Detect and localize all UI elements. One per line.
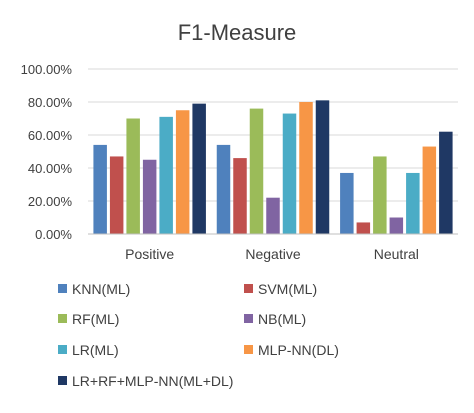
- bar: [142, 159, 157, 234]
- y-tick-label: 60.00%: [28, 128, 73, 143]
- category-label: Negative: [245, 246, 300, 262]
- legend-swatch: [58, 314, 67, 323]
- bar: [422, 146, 437, 234]
- bar: [282, 113, 297, 234]
- y-tick-label: 0.00%: [35, 227, 72, 242]
- bar: [109, 156, 124, 234]
- legend-swatch: [244, 284, 253, 293]
- category-label: Neutral: [374, 246, 419, 262]
- bar: [233, 158, 247, 234]
- legend-swatch: [58, 345, 67, 354]
- bar: [266, 197, 280, 234]
- bar: [340, 172, 354, 234]
- bar: [389, 217, 404, 234]
- category-labels: Positive Negative Neutral: [125, 246, 419, 262]
- bar: [175, 110, 190, 234]
- bar: [373, 156, 387, 234]
- legend-label: NB(ML): [258, 311, 306, 327]
- bar: [439, 131, 453, 234]
- bar: [93, 144, 107, 234]
- legend-swatch: [244, 314, 253, 323]
- bar: [126, 118, 140, 234]
- legend-label: RF(ML): [72, 311, 119, 327]
- bar: [192, 103, 206, 235]
- bar: [406, 172, 420, 234]
- legend-label: LR(ML): [72, 342, 119, 358]
- chart-title: F1-Measure: [178, 20, 297, 45]
- bar: [216, 144, 231, 234]
- legend-swatch: [58, 284, 67, 293]
- y-axis-ticks: 0.00% 20.00% 40.00% 60.00% 80.00% 100.00%: [21, 62, 73, 242]
- bars: [93, 100, 453, 235]
- legend-label: MLP-NN(DL): [258, 342, 339, 358]
- legend-label: LR+RF+MLP-NN(ML+DL): [72, 373, 233, 389]
- y-tick-label: 100.00%: [21, 62, 73, 77]
- bar: [356, 222, 371, 234]
- bar: [159, 116, 173, 234]
- legend-label: SVM(ML): [258, 281, 317, 297]
- legend-swatch: [58, 376, 67, 385]
- y-tick-label: 20.00%: [28, 194, 73, 209]
- legend-swatch: [244, 345, 253, 354]
- legend: KNN(ML) SVM(ML) RF(ML) NB(ML) LR(ML) MLP-NN(D…: [58, 281, 339, 389]
- y-tick-label: 40.00%: [28, 161, 73, 176]
- y-tick-label: 80.00%: [28, 95, 73, 110]
- bar: [249, 108, 264, 234]
- bar: [315, 100, 330, 234]
- category-label: Positive: [125, 246, 174, 262]
- legend-label: KNN(ML): [72, 281, 130, 297]
- bar: [299, 102, 313, 234]
